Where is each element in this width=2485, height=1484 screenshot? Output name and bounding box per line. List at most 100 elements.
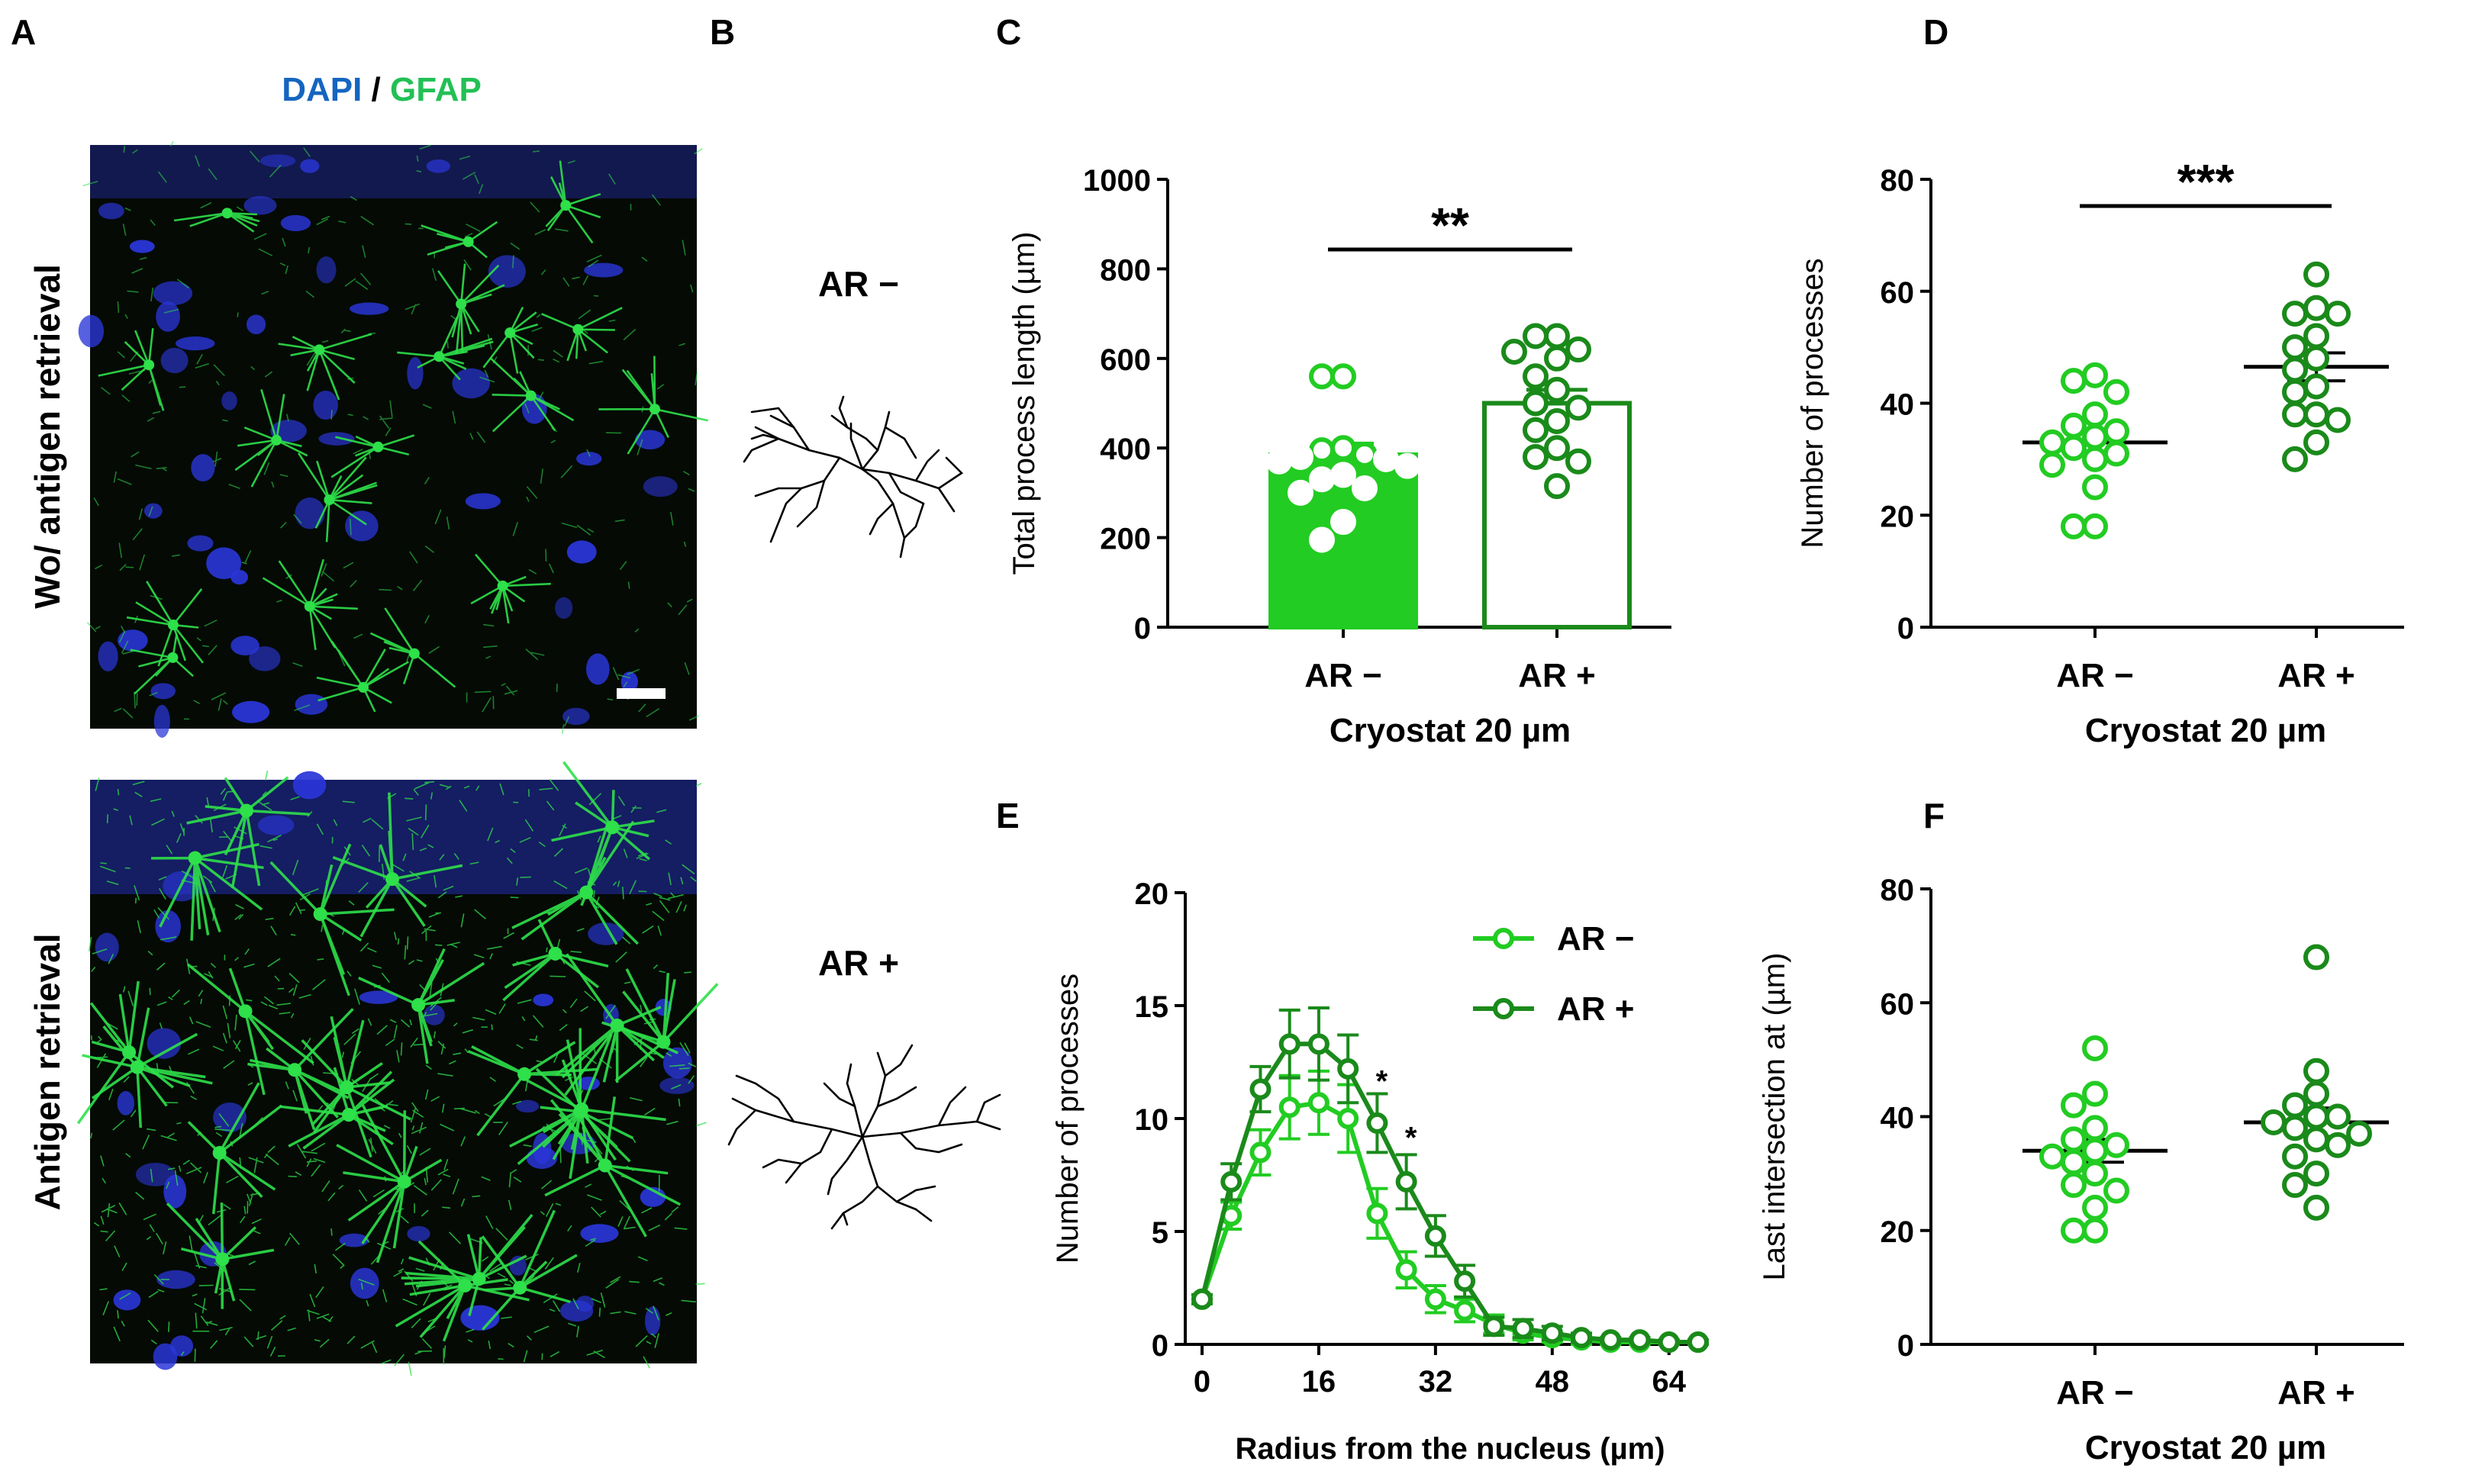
astrocyte	[173, 212, 260, 233]
panel-a: DAPI / GFAP Wo/ antigen retrieval Antige…	[27, 71, 719, 1376]
nucleus	[559, 1300, 594, 1322]
x-tick-label: 64	[1652, 1365, 1687, 1399]
nucleus	[640, 1186, 666, 1207]
nucleus	[170, 1335, 194, 1357]
data-point	[1483, 1315, 1505, 1338]
data-point	[2303, 295, 2329, 321]
data-point	[2346, 1120, 2372, 1147]
astrocyte-soma	[434, 351, 445, 362]
nucleus	[230, 569, 248, 585]
data-point	[2303, 323, 2329, 349]
data-point	[2082, 1080, 2108, 1107]
nucleus	[280, 214, 311, 231]
nucleus	[230, 636, 259, 655]
data-point	[1523, 443, 1549, 470]
data-point	[2082, 1138, 2108, 1164]
data-point	[2303, 1194, 2329, 1221]
data-point	[2282, 1143, 2308, 1170]
nucleus	[566, 540, 597, 564]
y-tick-label: 60	[1881, 987, 1915, 1021]
data-point	[1571, 1327, 1593, 1349]
data-point	[2103, 440, 2129, 467]
nucleus	[98, 202, 124, 220]
significance-label: *	[1376, 1064, 1388, 1098]
data-point	[1191, 1288, 1213, 1310]
nucleus	[318, 432, 355, 446]
data-point	[1395, 1170, 1417, 1193]
data-point	[2039, 452, 2065, 478]
data-point	[2282, 356, 2308, 383]
data-point	[2061, 1217, 2087, 1244]
nucleus	[555, 597, 573, 620]
data-point	[1565, 394, 1591, 421]
data-point	[2061, 1149, 2087, 1176]
tracing-label-ar-plus: AR +	[818, 943, 899, 983]
y-tick-label: 400	[1100, 433, 1151, 466]
nucleus	[113, 1289, 141, 1311]
data-point	[2039, 429, 2065, 456]
series-line	[1200, 1041, 1698, 1344]
data-point	[1330, 363, 1356, 390]
astrocyte-soma	[130, 1060, 144, 1074]
data-point	[2303, 1160, 2329, 1187]
astrocyte-soma	[649, 404, 660, 415]
astrocyte-soma	[517, 1067, 532, 1081]
nucleus	[187, 535, 214, 552]
astrocyte-soma	[497, 580, 508, 591]
nucleus	[645, 1306, 661, 1336]
data-point	[2303, 1126, 2329, 1153]
nucleus	[78, 314, 105, 348]
nucleus	[135, 1162, 176, 1186]
nucleus	[516, 1099, 540, 1113]
data-point	[1629, 1329, 1651, 1351]
panel-letter-e: E	[996, 796, 1020, 835]
data-point	[1278, 1096, 1301, 1119]
data-point	[1424, 1225, 1446, 1247]
astrocyte-soma	[397, 1174, 411, 1189]
data-point	[1565, 336, 1591, 363]
x-tick-label: AR +	[2277, 657, 2354, 694]
data-point	[2103, 378, 2129, 405]
astrocyte-soma	[598, 1158, 612, 1173]
row-label-no-ar: Wo/ antigen retrieval	[27, 264, 67, 609]
nucleus	[488, 255, 526, 288]
astrocyte	[482, 307, 538, 374]
nucleus	[634, 430, 666, 450]
x-tick-label: AR −	[1304, 657, 1381, 694]
data-point	[1278, 1033, 1301, 1055]
astrocyte-tracing-ar-minus	[743, 395, 964, 559]
data-point	[1544, 323, 1570, 349]
nucleus	[221, 391, 237, 410]
nucleus	[300, 159, 320, 173]
y-tick-label: 10	[1135, 1103, 1169, 1137]
data-point	[2282, 446, 2308, 472]
data-point	[1309, 526, 1335, 553]
nucleus	[160, 347, 189, 374]
data-point	[1454, 1270, 1476, 1292]
data-point	[2282, 301, 2308, 327]
y-tick-label: 800	[1100, 253, 1151, 287]
astrocyte	[545, 160, 601, 244]
x-axis-label: Cryostat 20 µm	[2085, 1429, 2326, 1466]
data-point	[2103, 418, 2129, 445]
nucleus	[426, 159, 450, 173]
astrocyte	[126, 581, 205, 667]
astrocyte-soma	[385, 872, 400, 887]
nucleus	[655, 999, 672, 1016]
data-point	[2061, 368, 2087, 394]
astrocyte-soma	[288, 1063, 302, 1077]
astrocyte	[262, 559, 358, 650]
data-point	[2325, 301, 2351, 327]
nucleus	[249, 646, 281, 671]
scale-bar	[617, 688, 666, 699]
data-point	[1395, 1259, 1417, 1281]
nucleus	[584, 262, 624, 278]
data-point	[1454, 1299, 1476, 1321]
nucleus	[155, 909, 182, 943]
nucleus	[643, 476, 678, 497]
data-point	[2325, 407, 2351, 433]
series-line	[1200, 1100, 1698, 1344]
data-point	[2082, 1160, 2108, 1187]
data-point	[2303, 1080, 2329, 1107]
